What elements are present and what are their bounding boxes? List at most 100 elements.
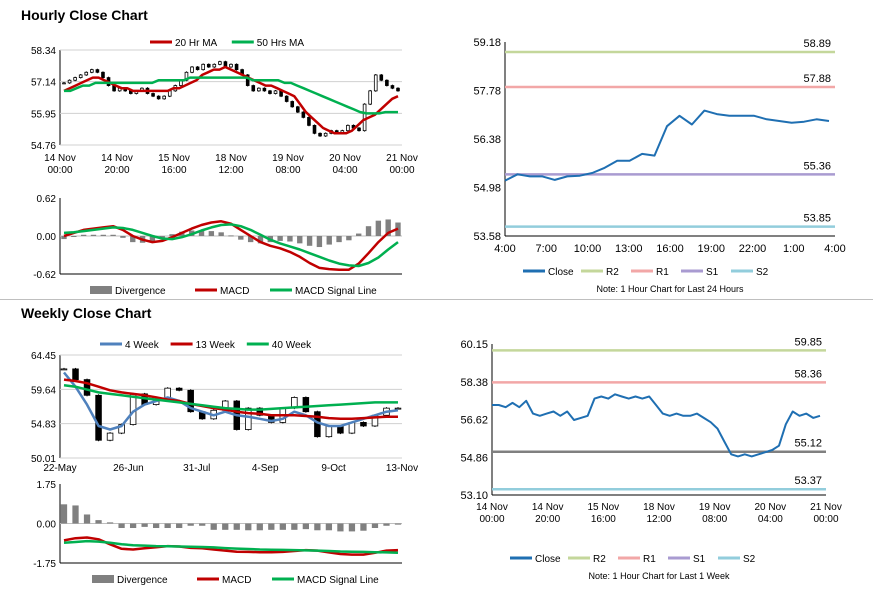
hourly_levels-level-label-s1: 55.36 xyxy=(803,160,831,172)
weekly_macd-divergence-bar xyxy=(118,523,125,529)
weekly_macd-divergence-bar xyxy=(72,505,79,524)
hourly_price-ma50-line xyxy=(64,76,398,115)
hourly_price-candle-body xyxy=(67,79,72,84)
hourly_price-candle-body xyxy=(234,63,239,71)
weekly_price-ma13-line xyxy=(63,378,398,421)
hourly_macd-divergence-bar xyxy=(326,236,332,245)
weekly_macd-divergence-bar xyxy=(210,523,217,530)
weekly_price-y-tick: 59.64 xyxy=(31,385,56,396)
hourly_price-candle-body xyxy=(151,93,155,97)
hourly_macd-divergence-bar xyxy=(61,236,67,240)
hourly_macd-divergence-bar xyxy=(257,236,264,244)
weekly_price-candle-body xyxy=(60,368,68,371)
hourly_price-candle-body xyxy=(346,124,350,132)
weekly_macd-divergence-bar xyxy=(199,523,206,526)
weekly_macd-divergence-bar xyxy=(60,504,68,524)
hourly_price-candle-body xyxy=(284,95,289,102)
hourly_macd-legend-macd-label: MACD xyxy=(220,286,249,297)
hourly_price-x-tick: 14 Nov xyxy=(101,153,133,164)
hourly_macd-divergence-bar xyxy=(100,234,106,236)
hourly_price-candle-body xyxy=(301,111,306,118)
hourly_macd-divergence-bar xyxy=(306,236,313,246)
weekly_macd-divergence-bar xyxy=(95,520,102,524)
hourly_macd-divergence-bar xyxy=(228,235,234,237)
hourly_macd-divergence-bar xyxy=(375,220,382,236)
weekly_levels-close-line xyxy=(492,393,821,458)
hourly_price-candle-body xyxy=(62,82,66,85)
weekly_levels-y-tick: 60.15 xyxy=(460,339,488,351)
hourly_price-candle-body xyxy=(257,87,261,92)
hourly_price-candle-body xyxy=(373,74,378,92)
weekly_levels-y-tick: 53.10 xyxy=(460,490,488,502)
weekly_macd-divergence-bar xyxy=(245,523,252,531)
weekly_levels-y-tick: 56.62 xyxy=(460,415,488,427)
weekly_levels-x-tick: 12:00 xyxy=(646,514,671,525)
weekly_levels-x-tick: 14 Nov xyxy=(532,502,564,513)
hourly_price-candle-body xyxy=(396,87,400,92)
weekly_macd-divergence-bar xyxy=(153,523,160,529)
hourly_levels-x-tick: 13:00 xyxy=(615,243,643,255)
hourly_levels-level-label-r2: 58.89 xyxy=(803,38,831,50)
weekly_macd-divergence-bar xyxy=(337,523,344,532)
weekly_price-legend-item-label: 40 Week xyxy=(272,340,312,351)
weekly_price-x-tick: 31-Jul xyxy=(183,463,210,474)
hourly_macd-divergence-bar xyxy=(297,236,303,244)
hourly_price-y-tick: 57.14 xyxy=(31,78,56,89)
weekly_macd-divergence-bar xyxy=(268,523,275,530)
hourly_price-candle-body xyxy=(229,63,233,68)
hourly_price-x-tick: 19 Nov xyxy=(272,153,304,164)
hourly_price-candle-body xyxy=(251,85,256,92)
hourly_levels-legend-item-label: R1 xyxy=(656,267,669,278)
hourly_macd-divergence-bar xyxy=(149,236,156,243)
weekly_price-ma4-line xyxy=(63,371,399,431)
hourly_macd-divergence-bar xyxy=(247,236,254,243)
hourly_price-x-tick: 08:00 xyxy=(275,165,300,176)
weekly_price-y-tick: 64.45 xyxy=(31,351,56,362)
hourly_price-y-tick: 58.34 xyxy=(31,46,56,57)
hourly_levels-x-tick: 7:00 xyxy=(536,243,557,255)
weekly_macd-y-tick: -1.75 xyxy=(33,559,56,570)
hourly_macd-divergence-bar xyxy=(130,236,136,243)
hourly_price-candle-body xyxy=(262,87,267,92)
hourly_price-x-tick: 16:00 xyxy=(161,165,186,176)
weekly_macd-signal-line xyxy=(63,539,399,555)
hourly_macd-divergence-bar xyxy=(218,232,224,236)
weekly_macd-divergence-bar xyxy=(233,523,240,530)
hourly_macd-legend-signal-label: MACD Signal Line xyxy=(295,286,377,297)
hourly_macd-divergence-bar xyxy=(356,233,362,236)
hourly_macd-divergence-bar xyxy=(110,234,116,236)
hourly_price-x-tick: 00:00 xyxy=(389,165,414,176)
weekly_macd-legend-signal-label: MACD Signal Line xyxy=(297,575,379,586)
weekly_macd-legend-divergence-label: Divergence xyxy=(117,575,168,586)
hourly_price-x-tick: 20 Nov xyxy=(329,153,361,164)
hourly_levels-y-tick: 54.98 xyxy=(473,183,501,195)
hourly_price-candle-body xyxy=(212,63,217,68)
weekly_levels-legend-item-label: R2 xyxy=(593,554,606,565)
hourly_levels-note: Note: 1 Hour Chart for Last 24 Hours xyxy=(596,284,744,294)
hourly_price-candle-body xyxy=(379,74,384,81)
hourly_price-candle-body xyxy=(245,74,250,86)
hourly-section-title: Hourly Close Chart xyxy=(21,7,148,23)
weekly_levels-legend-item-label: R1 xyxy=(643,554,656,565)
hourly_price-candle-body xyxy=(101,71,105,78)
hourly_macd-divergence-bar xyxy=(71,236,77,237)
hourly_macd-divergence-bar xyxy=(316,236,323,248)
weekly_levels-x-tick: 14 Nov xyxy=(476,502,508,513)
hourly_price-x-tick: 15 Nov xyxy=(158,153,190,164)
weekly_levels-x-tick: 16:00 xyxy=(591,514,616,525)
hourly_price-candle-body xyxy=(290,101,295,108)
weekly_macd-divergence-bar xyxy=(106,522,114,524)
hourly_price-candle-body xyxy=(73,77,77,81)
weekly_price-x-tick: 26-Jun xyxy=(113,463,144,474)
hourly_price-candle-body xyxy=(368,90,372,105)
hourly_levels-legend-item-label: Close xyxy=(548,267,574,278)
weekly_levels-legend-item-label: Close xyxy=(535,554,561,565)
weekly_levels-level-label-r2: 59.85 xyxy=(794,336,822,348)
hourly_macd-divergence-bar xyxy=(365,226,372,236)
weekly_price-x-tick: 9-Oct xyxy=(321,463,346,474)
weekly_macd-y-tick: 0.00 xyxy=(37,520,57,531)
hourly_price-candle-body xyxy=(273,90,278,94)
hourly_levels-legend-item-label: R2 xyxy=(606,267,619,278)
hourly_macd-divergence-bar xyxy=(169,234,175,236)
